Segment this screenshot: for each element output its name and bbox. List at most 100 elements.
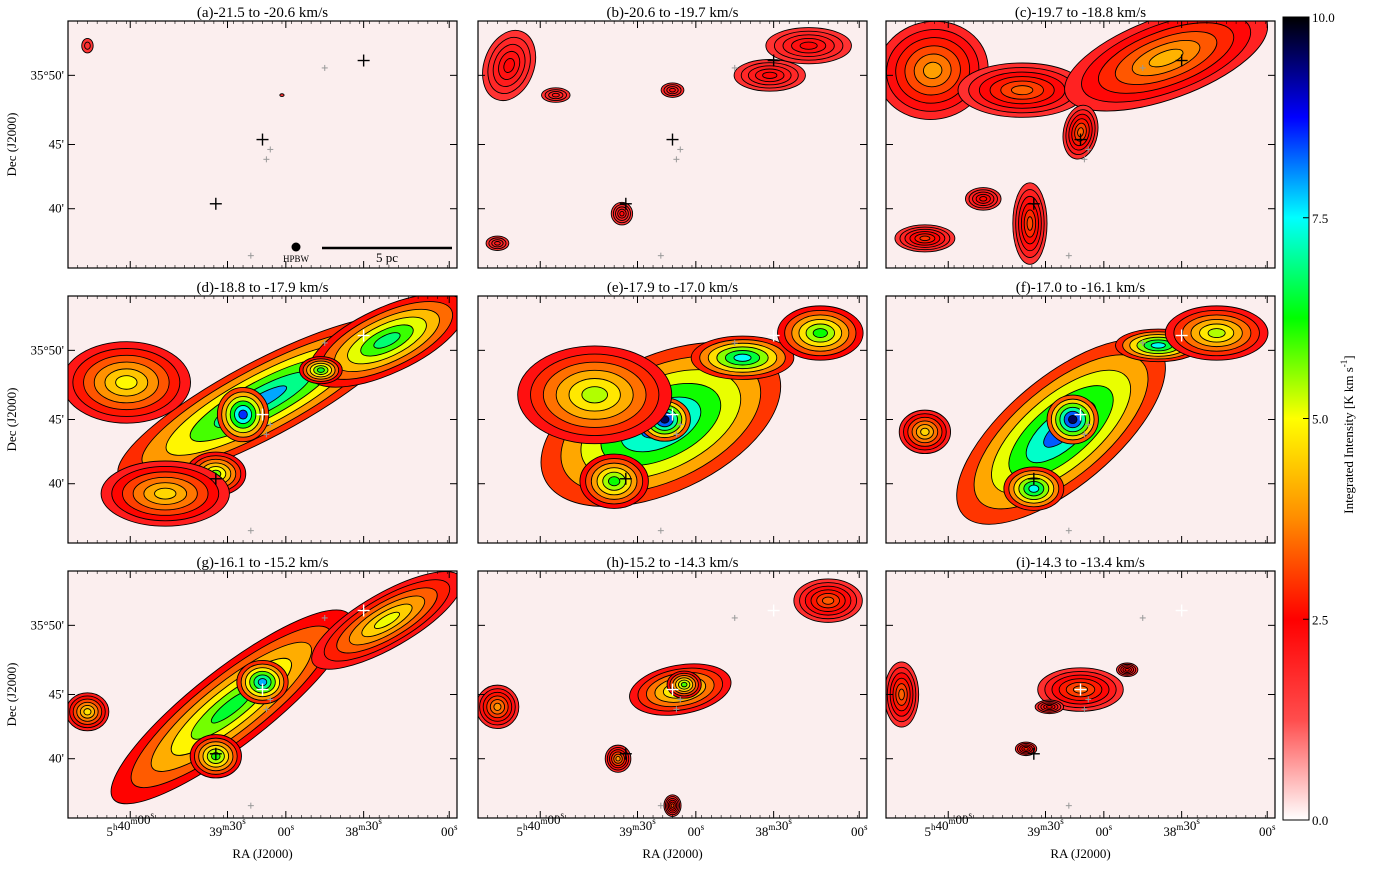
intensity-contour <box>1077 127 1084 138</box>
intensity-contour <box>1150 342 1166 349</box>
intensity-contour <box>680 681 688 688</box>
colorbar-tick-label: 0.0 <box>1312 813 1328 828</box>
intensity-contour <box>762 71 778 79</box>
intensity-contour <box>733 353 752 362</box>
ra-tick-label: 00s <box>851 822 868 839</box>
intensity-contour <box>1067 414 1078 425</box>
map-image <box>886 21 1275 268</box>
intensity-contour <box>812 328 828 339</box>
source-cross-marker <box>1175 329 1188 342</box>
dec-tick-label: 40' <box>49 751 64 766</box>
source-cross-marker <box>619 747 632 760</box>
source-cross-marker <box>1175 604 1188 617</box>
panel-e: (e)-17.9 to -17.0 km/s <box>477 280 868 544</box>
intensity-contour <box>607 476 621 487</box>
source-cross-marker <box>209 472 222 485</box>
intensity-contour <box>1026 216 1034 231</box>
intensity-contour <box>154 487 177 500</box>
intensity-contour <box>979 196 988 202</box>
map-image <box>478 21 867 268</box>
star-marker <box>677 146 684 153</box>
source-cross-marker <box>1027 747 1040 760</box>
intensity-contour <box>503 57 515 73</box>
intensity-contour <box>493 702 502 711</box>
intensity-contour <box>83 708 92 716</box>
star-marker <box>247 527 254 534</box>
dec-tick-label: 45' <box>49 137 64 152</box>
ra-tick-label: 5h40m00s <box>516 810 564 839</box>
intensity-contour <box>799 41 818 50</box>
beam-marker <box>291 242 301 252</box>
star-marker <box>1139 339 1146 346</box>
star-marker <box>673 431 680 438</box>
intensity-contour <box>615 756 621 762</box>
intensity-contour <box>922 61 943 80</box>
star-marker <box>1065 252 1072 259</box>
panel-c: (c)-19.7 to -18.8 km/s <box>885 5 1276 269</box>
intensity-contour <box>316 367 325 373</box>
intensity-contour <box>581 386 608 404</box>
star-marker <box>677 421 684 428</box>
source-cross-marker <box>256 683 269 696</box>
panel-title: (b)-20.6 to -19.7 km/s <box>606 5 738 21</box>
colorbar-group: 10.0 7.5 5.0 2.5 0.0 Integrated Intensity [K … <box>1282 10 1356 828</box>
map-image <box>886 571 1275 818</box>
panel-d: (d)-18.8 to -17.9 km/s 35°50' 45' 40' Dec (J… <box>4 280 458 544</box>
star-marker <box>657 802 664 809</box>
star-marker <box>1081 706 1088 713</box>
ra-tick-label: 00s <box>1096 822 1113 839</box>
ra-tick-label: 38m30s <box>345 816 382 839</box>
star-marker <box>263 156 270 163</box>
star-marker <box>263 431 270 438</box>
ra-tick-label: 00s <box>1259 822 1276 839</box>
star-marker <box>267 696 274 703</box>
dec-tick-label: 35°50' <box>30 617 64 632</box>
star-marker <box>1081 156 1088 163</box>
star-marker <box>731 339 738 346</box>
intensity-contour <box>1011 85 1034 96</box>
intensity-contour <box>898 688 905 701</box>
panel-i: (i)-14.3 to -13.4 km/s 5h40m00s 39m30s 00s 3… <box>885 555 1276 861</box>
star-marker <box>673 706 680 713</box>
star-marker <box>731 64 738 71</box>
ra-tick-label: 5h40m00s <box>106 810 154 839</box>
intensity-contour <box>1023 747 1029 751</box>
ra-axis-label: RA (J2000) <box>642 846 702 861</box>
intensity-contour <box>551 92 560 98</box>
panel-title: (i)-14.3 to -13.4 km/s <box>1016 555 1145 571</box>
star-marker <box>1081 431 1088 438</box>
intensity-contour <box>238 409 248 420</box>
colorbar-tick-label: 2.5 <box>1312 612 1328 627</box>
panel-f: (f)-17.0 to -16.1 km/s <box>885 280 1276 544</box>
star-marker <box>321 339 328 346</box>
colorbar-label: Integrated Intensity [K km s-1] <box>1339 355 1356 513</box>
ra-tick-label: 39m30s <box>209 816 246 839</box>
star-marker <box>267 421 274 428</box>
star-marker <box>731 614 738 621</box>
dec-axis-label: Dec (J2000) <box>4 113 19 177</box>
beam-label: HPBW <box>283 254 310 264</box>
map-image <box>68 21 457 268</box>
source-cross-marker <box>256 408 269 421</box>
intensity-contour <box>821 596 835 605</box>
panel-b: (b)-20.6 to -19.7 km/s <box>477 5 868 269</box>
dec-tick-label: 45' <box>49 687 64 702</box>
ra-tick-label: 39m30s <box>1027 816 1064 839</box>
colorbar-tick-label: 5.0 <box>1312 412 1328 427</box>
panel-g: (g)-16.1 to -15.2 km/s 35°50' 45' 40' Dec (J… <box>4 555 458 861</box>
dec-tick-label: 40' <box>49 476 64 491</box>
dec-tick-label: 35°50' <box>30 67 64 82</box>
star-marker <box>657 252 664 259</box>
dec-tick-label: 45' <box>49 412 64 427</box>
intensity-contour <box>84 41 91 50</box>
ra-tick-label: 38m30s <box>755 816 792 839</box>
source-cross-marker <box>619 197 632 210</box>
intensity-contour <box>115 375 138 390</box>
source-cross-marker <box>666 133 679 146</box>
source-cross-marker <box>619 472 632 485</box>
star-marker <box>247 252 254 259</box>
panel-title: (f)-17.0 to -16.1 km/s <box>1016 280 1146 296</box>
star-marker <box>1085 146 1092 153</box>
